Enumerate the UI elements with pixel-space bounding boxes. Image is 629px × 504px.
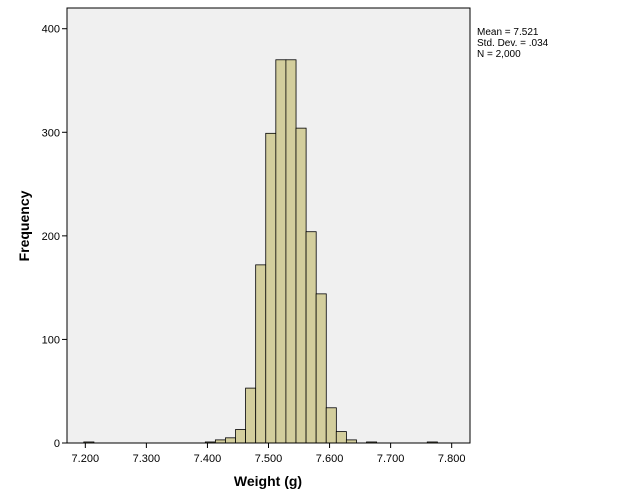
y-tick-label-0: 0 xyxy=(54,438,60,450)
x-tick-label-0: 7.200 xyxy=(72,453,100,465)
x-tick-label-5: 7.700 xyxy=(377,453,405,465)
y-tick-label-1: 100 xyxy=(42,334,60,346)
y-tick-label-3: 300 xyxy=(42,127,60,139)
x-tick-label-6: 7.800 xyxy=(438,453,466,465)
y-axis: 0 100 200 300 400 xyxy=(42,24,67,450)
std-dev-stat: Std. Dev. = .034 xyxy=(477,38,549,49)
x-axis-title: Weight (g) xyxy=(234,473,302,489)
histogram-bar-3 xyxy=(225,437,236,444)
statistics-summary: Mean = 7.521 Std. Dev. = .034 N = 2,000 xyxy=(477,27,548,60)
histogram-bar-10 xyxy=(295,127,307,444)
x-tick-label-3: 7.500 xyxy=(255,453,283,465)
mean-stat: Mean = 7.521 xyxy=(477,27,539,38)
histogram-bar-8 xyxy=(275,59,287,444)
histogram-bar-4 xyxy=(235,429,247,444)
histogram-bar-13 xyxy=(325,407,337,444)
histogram-bar-6 xyxy=(255,264,267,444)
x-axis: 7.200 7.300 7.400 7.500 7.600 7.700 7.800 xyxy=(72,443,466,465)
histogram-bar-5 xyxy=(245,387,257,444)
x-tick-label-1: 7.300 xyxy=(133,453,161,465)
y-tick-label-2: 200 xyxy=(42,231,60,243)
y-axis-title: Frequency xyxy=(16,190,32,261)
y-tick-label-4: 400 xyxy=(42,24,60,36)
histogram-bar-9 xyxy=(285,59,297,444)
n-stat: N = 2,000 xyxy=(477,49,521,60)
x-tick-label-4: 7.600 xyxy=(316,453,344,465)
histogram-bar-11 xyxy=(305,231,317,444)
histogram-bar-14 xyxy=(335,431,347,444)
histogram-bar-12 xyxy=(315,293,327,444)
x-tick-label-2: 7.400 xyxy=(194,453,222,465)
histogram-bar-7 xyxy=(265,132,277,444)
